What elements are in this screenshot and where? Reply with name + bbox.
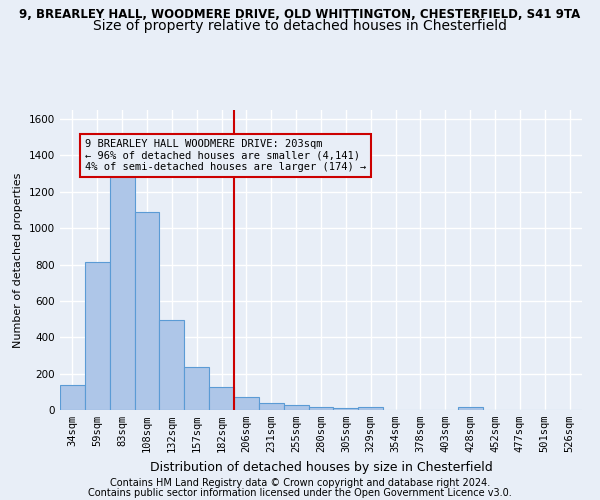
Bar — [458, 408, 482, 410]
Bar — [284, 405, 308, 410]
Text: Size of property relative to detached houses in Chesterfield: Size of property relative to detached ho… — [93, 19, 507, 33]
Bar — [160, 320, 184, 410]
X-axis label: Distribution of detached houses by size in Chesterfield: Distribution of detached houses by size … — [149, 460, 493, 473]
Bar — [60, 384, 85, 410]
Bar — [134, 212, 160, 410]
Text: 9, BREARLEY HALL, WOODMERE DRIVE, OLD WHITTINGTON, CHESTERFIELD, S41 9TA: 9, BREARLEY HALL, WOODMERE DRIVE, OLD WH… — [19, 8, 581, 20]
Y-axis label: Number of detached properties: Number of detached properties — [13, 172, 23, 348]
Bar — [85, 262, 110, 410]
Text: 9 BREARLEY HALL WOODMERE DRIVE: 203sqm
← 96% of detached houses are smaller (4,1: 9 BREARLEY HALL WOODMERE DRIVE: 203sqm ←… — [85, 139, 366, 172]
Bar — [308, 408, 334, 410]
Bar — [110, 176, 134, 410]
Bar — [209, 386, 234, 410]
Bar — [259, 402, 284, 410]
Bar — [184, 366, 209, 410]
Bar — [334, 408, 358, 410]
Text: Contains HM Land Registry data © Crown copyright and database right 2024.: Contains HM Land Registry data © Crown c… — [110, 478, 490, 488]
Bar — [358, 406, 383, 410]
Text: Contains public sector information licensed under the Open Government Licence v3: Contains public sector information licen… — [88, 488, 512, 498]
Bar — [234, 398, 259, 410]
